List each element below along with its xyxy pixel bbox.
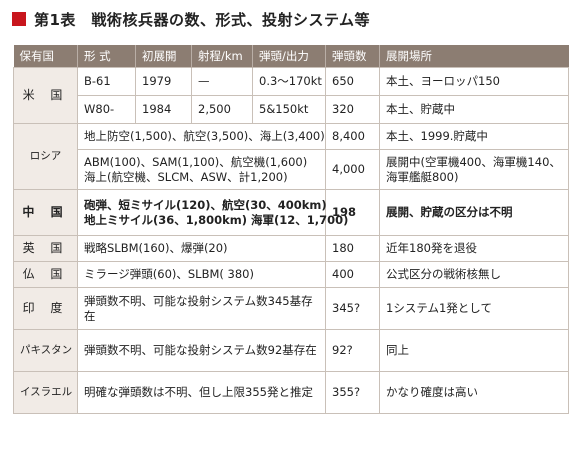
- header-type: 形 式: [77, 45, 136, 68]
- cell-year: 1979: [135, 67, 192, 96]
- description-line-1: ABM(100)、SAM(1,100)、航空機(1,600): [84, 154, 308, 169]
- cell-range: 2,500: [191, 95, 253, 124]
- header-row: 保有国 形 式 初展開 射程/km 弾頭/出力 弾頭数 展開場所: [13, 45, 569, 68]
- cell-count: 320: [325, 95, 380, 124]
- country-pakistan: パキスタン: [13, 329, 78, 372]
- cell-count: 198: [325, 189, 380, 236]
- cell-location: 本土、ヨーロッパ150: [379, 67, 569, 96]
- cell-count: 650: [325, 67, 380, 96]
- cell-count: 355?: [325, 371, 380, 414]
- cell-yield: 0.3〜170kt: [252, 67, 326, 96]
- description-line-1: 砲弾、短ミサイル(120)、航空(30、400km): [84, 197, 327, 212]
- cell-description: 戦略SLBM(160)、爆弾(20): [77, 235, 326, 262]
- country-russia: ロシア: [13, 123, 78, 190]
- table-row: ロシア 地上防空(1,500)、航空(3,500)、海上(3,400) 8,40…: [13, 123, 569, 190]
- country-china: 中 国: [13, 189, 78, 236]
- cell-description: 弾頭数不明、可能な投射システム数345基存在: [77, 287, 326, 330]
- table-title-bar: 第1表 戦術核兵器の数、形式、投射システム等: [12, 6, 370, 32]
- country-france: 仏 国: [13, 261, 78, 288]
- header-country: 保有国: [13, 45, 78, 68]
- header-range: 射程/km: [191, 45, 253, 68]
- description-line-2: 地上ミサイル(36、1,800km) 海軍(12、1,700): [84, 212, 349, 227]
- table-row: 英 国 戦略SLBM(160)、爆弾(20) 180 近年180発を退役: [13, 235, 569, 262]
- cell-count: 400: [325, 261, 380, 288]
- cell-location: 本土、1999.貯蔵中: [379, 123, 569, 150]
- table-row: 中 国 砲弾、短ミサイル(120)、航空(30、400km) 地上ミサイル(36…: [13, 189, 569, 236]
- cell-description: 弾頭数不明、可能な投射システム数92基存在: [77, 329, 326, 372]
- cell-type: B-61: [77, 67, 136, 96]
- cell-type: W80-: [77, 95, 136, 124]
- cell-count: 345?: [325, 287, 380, 330]
- cell-location: 本土、貯蔵中: [379, 95, 569, 124]
- cell-location: 展開、貯蔵の区分は不明: [379, 189, 569, 236]
- country-uk: 英 国: [13, 235, 78, 262]
- table-row: 印 度 弾頭数不明、可能な投射システム数345基存在 345? 1システム1発と…: [13, 287, 569, 330]
- cell-yield: 5&150kt: [252, 95, 326, 124]
- cell-location: 公式区分の戦術核無し: [379, 261, 569, 288]
- nuclear-weapons-table: 保有国 形 式 初展開 射程/km 弾頭/出力 弾頭数 展開場所 米 国 B-6…: [13, 45, 569, 414]
- table-row: パキスタン 弾頭数不明、可能な投射システム数92基存在 92? 同上: [13, 329, 569, 372]
- cell-description: ミラージ弾頭(60)、SLBM( 380): [77, 261, 326, 288]
- cell-count: 92?: [325, 329, 380, 372]
- cell-description: 明確な弾頭数は不明、但し上限355発と推定: [77, 371, 326, 414]
- cell-location: 近年180発を退役: [379, 235, 569, 262]
- cell-description: 地上防空(1,500)、航空(3,500)、海上(3,400): [77, 123, 326, 150]
- cell-count: 4,000: [325, 149, 380, 190]
- header-first-deploy: 初展開: [135, 45, 192, 68]
- cell-range: —: [191, 67, 253, 96]
- cell-location: 展開中(空軍機400、海軍機140、海軍艦艇800): [379, 149, 569, 190]
- country-israel: イスラエル: [13, 371, 78, 414]
- description-line-2: 海上(航空機、SLCM、ASW、計1,200): [84, 169, 288, 184]
- red-square-icon: [12, 12, 26, 26]
- cell-year: 1984: [135, 95, 192, 124]
- cell-location: かなり確度は高い: [379, 371, 569, 414]
- table-row: W80- 1984 2,500 5&150kt 320 本土、貯蔵中: [14, 95, 569, 124]
- country-us: 米 国: [13, 67, 78, 124]
- cell-description: ABM(100)、SAM(1,100)、航空機(1,600) 海上(航空機、SL…: [77, 149, 326, 190]
- cell-description: 砲弾、短ミサイル(120)、航空(30、400km) 地上ミサイル(36、1,8…: [77, 189, 349, 236]
- header-yield: 弾頭/出力: [252, 45, 326, 68]
- cell-location: 1システム1発として: [379, 287, 569, 330]
- header-count: 弾頭数: [325, 45, 380, 68]
- table-row: 仏 国 ミラージ弾頭(60)、SLBM( 380) 400 公式区分の戦術核無し: [13, 261, 569, 288]
- header-location: 展開場所: [379, 45, 569, 68]
- table-row: 米 国 B-61 1979 — 0.3〜170kt 650 本土、ヨーロッパ15…: [13, 67, 569, 124]
- table-title: 第1表 戦術核兵器の数、形式、投射システム等: [34, 10, 370, 29]
- table-row: ABM(100)、SAM(1,100)、航空機(1,600) 海上(航空機、SL…: [14, 149, 569, 190]
- table-row: イスラエル 明確な弾頭数は不明、但し上限355発と推定 355? かなり確度は高…: [13, 371, 569, 414]
- cell-count: 8,400: [325, 123, 380, 150]
- country-india: 印 度: [13, 287, 78, 330]
- cell-location: 同上: [379, 329, 569, 372]
- cell-count: 180: [325, 235, 380, 262]
